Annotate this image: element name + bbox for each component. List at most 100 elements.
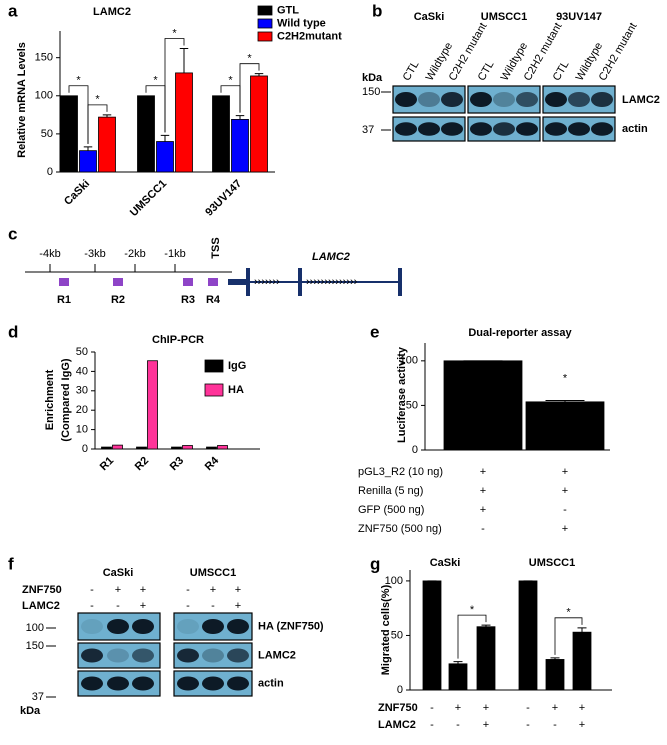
error-bar [254, 73, 264, 76]
region-box [183, 278, 193, 286]
condition-label: ZNF750 [22, 584, 62, 596]
row-label: LAMC2 [622, 94, 660, 106]
significance-bracket [239, 63, 260, 113]
blot-band [81, 618, 103, 635]
legend-label: Wild type [277, 17, 326, 29]
exon [298, 268, 302, 296]
condition-mark: + [480, 466, 486, 478]
blot-band [418, 122, 440, 136]
blot-group: CaSki [103, 567, 134, 579]
y-tick-label: 50 [391, 629, 403, 641]
kb-label: -3kb [84, 248, 105, 260]
unit-label: kDa [362, 72, 383, 84]
bar [518, 580, 538, 691]
condition-mark: - [456, 719, 460, 731]
lane-label: CTL [401, 59, 422, 83]
y-tick-label: 0 [47, 166, 53, 178]
bar [443, 360, 523, 451]
panel-label: f [8, 554, 14, 573]
error-bar [235, 115, 245, 120]
row-label: LAMC2 [258, 649, 296, 661]
condition-mark: + [480, 485, 486, 497]
panel-label: d [8, 322, 18, 341]
blot-group: UMSCC1 [190, 567, 236, 579]
y-tick-label: 30 [76, 385, 88, 397]
region-box [59, 278, 69, 286]
region-box [113, 278, 123, 286]
condition-mark: + [140, 600, 146, 612]
condition-label: ZNF750 (500 ng) [358, 523, 442, 535]
condition-mark: - [186, 584, 190, 596]
bar [572, 631, 592, 691]
marker-label: 150 [26, 640, 44, 652]
blot-band [395, 122, 417, 136]
error-bar [179, 48, 189, 73]
legend-swatch [257, 5, 273, 16]
region-label: R4 [206, 294, 221, 306]
blot-band [107, 676, 129, 691]
significance: * [470, 604, 475, 616]
condition-mark: - [481, 523, 485, 535]
row-label: actin [258, 677, 284, 689]
y-axis-label: (Compared IgG) [60, 358, 72, 441]
legend-swatch [204, 359, 224, 373]
condition-mark: + [455, 702, 461, 714]
condition-mark: - [90, 600, 94, 612]
condition-mark: + [562, 466, 568, 478]
marker-label: 37 [362, 124, 374, 136]
x-tick-label: R2 [133, 455, 151, 473]
condition-label: Renilla (5 ng) [358, 485, 423, 497]
condition-mark: + [483, 702, 489, 714]
y-tick-label: 100 [35, 90, 53, 102]
y-tick-label: 0 [397, 684, 403, 696]
condition-mark: + [140, 584, 146, 596]
bar [136, 446, 147, 450]
blot-band [132, 676, 154, 691]
error-bar [550, 657, 560, 660]
error-bar [481, 624, 491, 627]
error-bar [160, 134, 170, 142]
blot-band [107, 648, 129, 663]
legend-label: GTL [277, 4, 299, 16]
bar [60, 95, 78, 173]
lane-label: C2H2 mutant [597, 21, 640, 83]
bar [156, 141, 174, 173]
condition-mark: - [430, 702, 434, 714]
significance: * [228, 75, 233, 87]
condition-mark: + [579, 702, 585, 714]
bar [231, 119, 249, 173]
group-label: UMSCC1 [529, 557, 575, 569]
intron-arrows: ››››››› [254, 276, 280, 288]
y-axis-label: Relative mRNA Levels [16, 42, 28, 158]
condition-mark: + [579, 719, 585, 731]
region-box [208, 278, 218, 286]
bar [98, 116, 116, 173]
blot-band [568, 91, 590, 108]
condition-mark: + [562, 485, 568, 497]
blot-band [591, 91, 613, 108]
panel-label: b [372, 1, 382, 20]
condition-mark: + [552, 702, 558, 714]
y-tick-label: 0 [412, 444, 418, 456]
significance: * [76, 75, 81, 87]
blot-band [545, 122, 567, 136]
group-label: CaSki [430, 557, 461, 569]
legend-label: C2H2mutant [277, 30, 342, 42]
y-axis-label: Migrated cells(%) [380, 584, 392, 675]
legend-swatch [257, 18, 273, 29]
blot-band [441, 122, 463, 136]
blot-band [177, 676, 199, 691]
x-tick-label: R4 [203, 454, 222, 473]
condition-label: pGL3_R2 (10 ng) [358, 466, 443, 478]
panel-label: c [8, 224, 17, 243]
condition-mark: + [235, 584, 241, 596]
marker-label: 37 [32, 691, 44, 703]
significance: * [153, 75, 158, 87]
blot-band [591, 122, 613, 136]
intron-arrows: ›››››››››››››› [306, 276, 358, 288]
bar [422, 580, 442, 691]
significance-bracket [554, 617, 583, 655]
bar [182, 445, 193, 450]
blot-band [470, 122, 492, 136]
